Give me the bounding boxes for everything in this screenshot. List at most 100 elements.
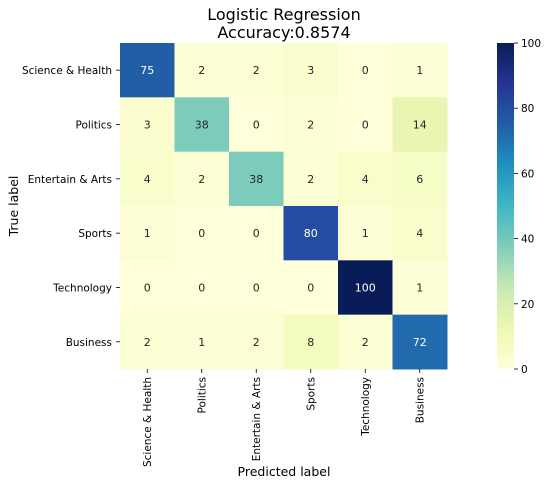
x-axis-label: Predicted label [238,464,331,479]
cell-value-label: 2 [362,336,369,349]
cell-value-label: 0 [144,281,151,294]
heatmap-cell [338,43,393,98]
heatmap-cell [392,43,448,98]
y-tick-label: Science & Health [22,65,112,77]
heatmap-cell [283,314,339,370]
heatmap-cell [120,260,175,316]
heatmap-cell [229,260,284,316]
colorbar-ticks: 0 20 40 60 80 100 [514,38,541,376]
heatmap-cell [229,314,284,370]
y-tick-label: Technology [52,282,112,294]
cell-value-label: 0 [307,281,314,294]
heatmap-cell [120,97,175,153]
cell-value-label: 2 [144,336,151,349]
heatmap-cell [174,97,230,153]
heatmap-cell [392,205,448,261]
heatmap-cells [120,43,448,370]
x-tick-label: Politics [197,377,209,414]
colorbar-tick-label: 0 [521,364,528,376]
cell-value-label: 2 [253,64,260,77]
heatmap-cell-labels: 75 2 2 3 0 13 38 0 2 0 144 2 38 2 4 61 0 0 80 1 40 0 0 0 100 12 1 2… [140,64,427,349]
x-tick-label: Technology [360,377,372,437]
heatmap-cell [283,260,339,316]
cell-value-label: 75 [140,64,154,77]
x-tick-label: Business [415,377,427,423]
heatmap-cell [338,151,393,207]
heatmap-cell [338,314,393,370]
cell-value-label: 4 [416,227,423,240]
cell-value-label: 2 [253,336,260,349]
colorbar [497,43,514,369]
heatmap-cell [174,260,230,316]
y-tick-label: Business [66,337,112,349]
cell-value-label: 3 [307,64,314,77]
heatmap-cell [392,314,448,370]
cell-value-label: 38 [249,173,263,186]
y-tick-label: Politics [76,119,113,131]
cell-value-label: 3 [144,118,151,131]
heatmap-cell [120,151,175,207]
cell-value-label: 80 [304,227,318,240]
heatmap-cell [283,151,339,207]
cell-value-label: 14 [413,118,427,131]
colorbar-tick-label: 100 [521,38,541,50]
cell-value-label: 2 [307,173,314,186]
heatmap-cell [174,43,230,98]
y-tick-labels: Science & Health Politics Entertain & Arts… [22,65,120,349]
heatmap-cell [283,97,339,153]
heatmap-cell [283,205,339,261]
cell-value-label: 1 [362,227,369,240]
heatmap-cell [283,43,339,98]
colorbar-tick-label: 40 [521,234,534,246]
colorbar-tick-label: 60 [521,168,534,180]
cell-value-label: 38 [195,118,209,131]
heatmap-cell [338,205,393,261]
y-axis-label: True label [6,176,21,238]
cell-value-label: 1 [198,336,205,349]
heatmap-cell [392,97,448,153]
heatmap-cell [174,314,230,370]
cell-value-label: 72 [413,336,427,349]
cell-value-label: 0 [362,64,369,77]
heatmap-cell [174,151,230,207]
heatmap-cell [338,97,393,153]
cell-value-label: 2 [198,64,205,77]
cell-value-label: 1 [144,227,151,240]
heatmap-cell [338,260,393,316]
x-tick-label: Entertain & Arts [251,377,263,461]
cell-value-label: 0 [253,118,260,131]
colorbar-tick-label: 20 [521,299,534,311]
cell-value-label: 4 [144,173,151,186]
x-tick-label: Science & Health [142,377,154,467]
cell-value-label: 8 [307,336,314,349]
heatmap-cell [229,151,284,207]
chart-title-line1: Logistic Regression [207,5,360,24]
heatmap-cell [120,43,175,98]
heatmap-cell [229,205,284,261]
cell-value-label: 2 [307,118,314,131]
chart-title-line2: Accuracy:0.8574 [217,23,350,42]
cell-value-label: 0 [198,281,205,294]
heatmap-cell [120,314,175,370]
heatmap-cell [229,97,284,153]
colorbar-tick-label: 80 [521,103,534,115]
cell-value-label: 0 [253,281,260,294]
heatmap-cell [392,151,448,207]
cell-value-label: 4 [362,173,369,186]
y-tick-label: Sports [78,228,112,240]
cell-value-label: 1 [416,64,423,77]
heatmap-cell [120,205,175,261]
cell-value-label: 6 [416,173,423,186]
x-tick-labels: Science & Health Politics Entertain & Arts… [142,368,427,467]
x-tick-label: Sports [306,377,318,411]
cell-value-label: 100 [355,281,376,294]
cell-value-label: 0 [362,118,369,131]
cell-value-label: 0 [253,227,260,240]
y-tick-label: Entertain & Arts [28,174,112,186]
heatmap-cell [229,43,284,98]
cell-value-label: 1 [416,281,423,294]
cell-value-label: 2 [198,173,205,186]
cell-value-label: 0 [198,227,205,240]
heatmap-cell [174,205,230,261]
